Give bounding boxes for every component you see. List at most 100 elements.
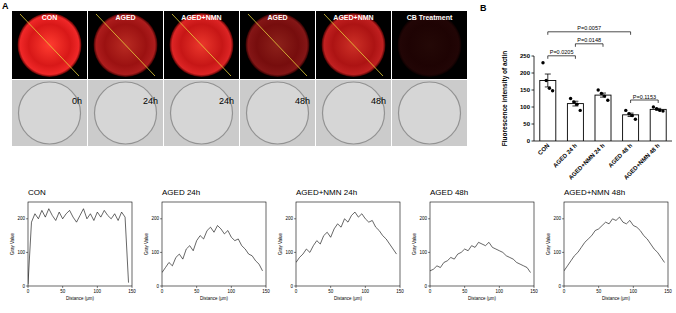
image-label: CB Treatment	[407, 14, 453, 21]
x-tick-label: AGED 48 h	[607, 142, 633, 168]
axis-title: Distance (μm)	[602, 296, 631, 301]
significance-bracket	[548, 56, 576, 59]
x-tick-label: 150	[530, 289, 538, 294]
panel-label: A	[2, 1, 9, 11]
y-tick-label: 200	[285, 216, 293, 221]
chart-title: AGED+NMN 24h	[296, 188, 357, 197]
x-tick	[633, 286, 634, 288]
axis-title: Distance (μm)	[66, 296, 95, 301]
data-point	[655, 107, 658, 110]
oocyte-actin	[322, 13, 386, 77]
image-label: AGED	[267, 14, 287, 21]
profile-line	[248, 14, 307, 76]
y-tick	[160, 286, 162, 287]
x-tick-label: CON	[537, 142, 551, 156]
figure: ACON0hAGED24hAGED+NMN24hAGED48hAGED+NMN4…	[0, 0, 676, 313]
y-tick-label: 0	[527, 138, 531, 144]
panel-label: B	[480, 3, 487, 13]
line-marks	[296, 212, 397, 262]
data-point	[541, 61, 544, 64]
y-tick	[428, 218, 430, 219]
significance-bracket	[548, 32, 631, 35]
x-tick	[668, 286, 669, 288]
x-tick-label: 100	[630, 289, 638, 294]
x-tick-label: AGED 24 h	[552, 142, 578, 168]
y-tick	[428, 286, 430, 287]
y-tick	[532, 124, 535, 125]
line-marks	[430, 242, 531, 272]
image-label: CON	[42, 14, 58, 21]
y-tick	[294, 286, 296, 287]
axis-title: Distance (μm)	[334, 296, 363, 301]
profile-line	[564, 217, 665, 271]
data-point	[603, 94, 606, 97]
y-tick	[562, 218, 564, 219]
axis-title: Distance (μm)	[468, 296, 497, 301]
y-tick-label: 100	[553, 250, 561, 255]
error-bar	[545, 74, 551, 87]
profile-line	[172, 14, 231, 76]
x-tick	[296, 286, 297, 288]
x-tick-label: 50	[462, 289, 468, 294]
y-tick-label: 0	[22, 284, 25, 289]
time-label: 0h	[72, 96, 82, 106]
data-point	[624, 109, 627, 112]
oocyte-outline	[399, 82, 461, 144]
dic-image	[12, 80, 87, 146]
fluorescence-image	[392, 11, 467, 79]
x-tick	[365, 286, 366, 288]
x-tick	[196, 286, 197, 288]
y-tick-label: 100	[419, 250, 427, 255]
plot-frame	[564, 202, 668, 286]
data-point	[596, 88, 599, 91]
bar-marks	[540, 61, 666, 141]
x-tick	[564, 286, 565, 288]
y-tick-label: 100	[17, 250, 25, 255]
x-tick-label: 100	[228, 289, 236, 294]
chart-title: AGED 24h	[162, 188, 200, 197]
y-tick-label: 50	[523, 121, 530, 127]
bar	[540, 80, 556, 141]
axis-title: Gray Value	[546, 232, 551, 255]
p-value: P=0.0057	[577, 25, 601, 31]
bar	[650, 109, 666, 141]
y-tick	[532, 90, 535, 91]
data-point	[661, 109, 664, 112]
x-tick-label: 50	[328, 289, 334, 294]
profile-line	[162, 226, 263, 273]
y-tick	[428, 252, 430, 253]
y-tick	[532, 141, 535, 142]
y-tick-label: 150	[520, 87, 531, 93]
y-tick	[26, 218, 28, 219]
x-tick-label: 100	[94, 289, 102, 294]
x-tick-label: 0	[295, 289, 298, 294]
x-tick	[97, 286, 98, 288]
bar	[623, 115, 639, 141]
y-tick	[532, 56, 535, 57]
x-tick	[28, 286, 29, 288]
image-label: AGED+NMN	[181, 14, 221, 21]
profile-line	[20, 14, 79, 76]
time-label: 24h	[143, 96, 158, 106]
x-tick	[330, 286, 331, 288]
x-tick	[534, 286, 535, 288]
data-point	[548, 87, 551, 90]
significance-bracket	[631, 100, 659, 103]
oocyte-outline	[323, 82, 385, 144]
y-tick-label: 100	[520, 104, 531, 110]
oocyte-actin	[18, 13, 82, 77]
y-tick-label: 200	[553, 216, 561, 221]
y-tick	[562, 252, 564, 253]
profile-line	[96, 14, 155, 76]
data-point	[652, 105, 655, 108]
y-tick	[532, 107, 535, 108]
x-tick	[464, 286, 465, 288]
x-tick-label: AGED+NMN 48 h	[623, 142, 662, 181]
x-tick-label: 0	[563, 289, 566, 294]
fluorescence-image	[12, 11, 87, 79]
profile-line	[324, 14, 383, 76]
y-tick	[562, 286, 564, 287]
data-point	[606, 99, 609, 102]
x-tick	[499, 286, 500, 288]
axis-title: Fluorescence intensity of actin	[501, 51, 509, 146]
